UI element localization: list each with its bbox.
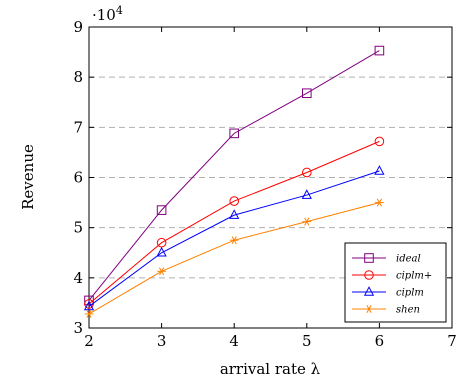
- series-ciplm: [83, 165, 385, 311]
- legend-label-ciplm: ciplm: [396, 288, 424, 299]
- y-tick-label-3: 3: [73, 319, 83, 337]
- series-line-ideal: [88, 50, 380, 301]
- series-line-ciplm: [88, 170, 380, 307]
- point-ciplm+-4: [229, 196, 239, 206]
- y-axis-label: Revenue: [19, 144, 37, 210]
- y-multiplier: ·104: [92, 4, 123, 24]
- point-ciplm+-2: [84, 299, 94, 309]
- point-ciplm+-6: [374, 136, 385, 147]
- point-ideal-5: [302, 88, 312, 99]
- series-line-shen: [88, 202, 380, 315]
- legend-marker-shen: [364, 305, 374, 313]
- point-shen-3: [157, 267, 166, 276]
- point-shen-4: [229, 236, 239, 245]
- point-ciplm-6: [374, 165, 385, 175]
- legend-label-ideal: ideal: [396, 254, 421, 265]
- y-multiplier-exponent: 4: [116, 4, 123, 17]
- legend-marker-ciplm+: [364, 270, 374, 280]
- legend-marker-ideal: [364, 253, 374, 263]
- point-ciplm-4: [229, 209, 240, 219]
- x-tick-label-2: 2: [84, 332, 94, 350]
- legend-item-shen: shen: [352, 305, 420, 316]
- point-shen-5: [302, 217, 312, 226]
- point-ideal-6: [374, 45, 385, 56]
- y-tick-label-4: 4: [73, 269, 83, 287]
- x-tick-label-6: 6: [375, 332, 385, 350]
- legend-item-ideal: ideal: [352, 253, 421, 265]
- y-tick-label-7: 7: [73, 118, 83, 136]
- series-ciplm+: [84, 136, 385, 309]
- y-tick-label-5: 5: [73, 219, 83, 237]
- point-ideal-3: [156, 205, 167, 215]
- point-ciplm+-5: [302, 167, 312, 178]
- point-ciplm-2: [83, 300, 95, 311]
- series-layer: [83, 45, 385, 318]
- point-ideal-4: [229, 128, 239, 139]
- series-line-ciplm+: [88, 140, 380, 305]
- y-tick-label-6: 6: [73, 169, 83, 187]
- legend-marker-ciplm: [363, 286, 375, 296]
- point-shen-2: [84, 309, 94, 318]
- series-ideal: [84, 45, 385, 306]
- x-tick-label-5: 5: [302, 332, 312, 350]
- legend-item-ciplm: ciplm: [352, 286, 424, 299]
- legend-item-ciplm+: ciplm+: [352, 270, 432, 282]
- y-multiplier-base: ·10: [92, 6, 116, 24]
- point-ciplm-3: [156, 246, 167, 257]
- legend: ideal ciplm+ ciplm shen: [344, 242, 447, 323]
- y-tick-label-9: 9: [73, 18, 83, 36]
- x-tick-label-3: 3: [157, 332, 167, 350]
- y-tick-label-8: 8: [73, 68, 83, 86]
- legend-label-ciplm+: ciplm+: [396, 271, 432, 282]
- x-axis-label: arrival rate λ: [220, 360, 321, 378]
- point-ciplm-5: [301, 189, 312, 199]
- legend-label-shen: shen: [396, 305, 420, 316]
- point-shen-6: [375, 198, 384, 207]
- series-shen: [84, 198, 384, 318]
- x-tick-label-4: 4: [229, 332, 239, 350]
- x-tick-label-7: 7: [447, 332, 457, 350]
